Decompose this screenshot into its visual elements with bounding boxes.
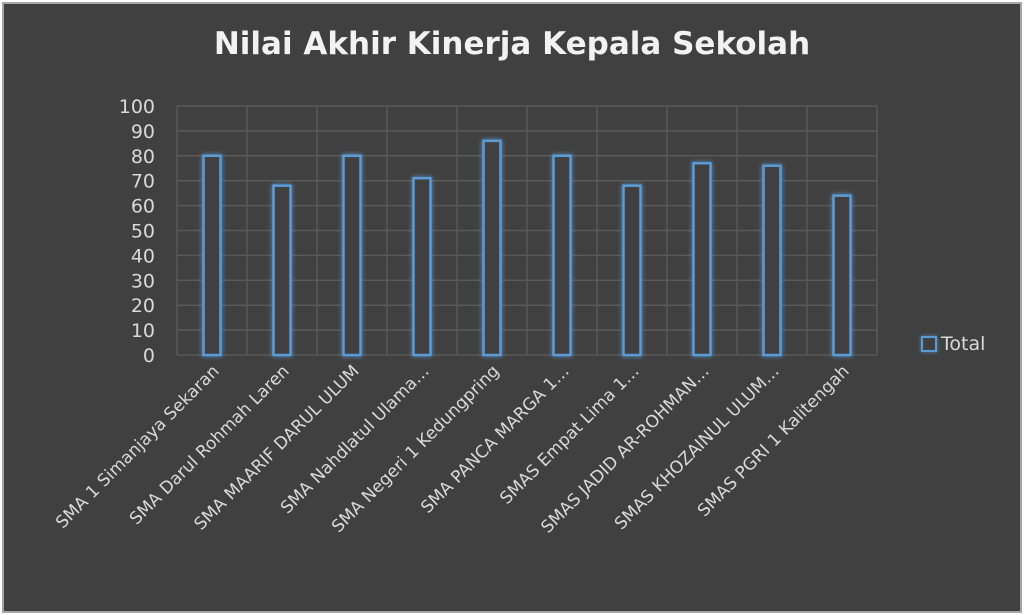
bar [202, 154, 222, 357]
bar [552, 154, 572, 357]
chart-title: Nilai Akhir Kinerja Kepala Sekolah [213, 26, 811, 62]
legend-swatch-total [921, 336, 937, 352]
y-tick-label: 70 [131, 171, 155, 193]
y-tick-label: 60 [131, 196, 155, 218]
bar [342, 154, 362, 357]
legend-label-total: Total [941, 333, 986, 355]
y-tick-label: 40 [131, 245, 155, 267]
y-tick-label: 100 [119, 96, 155, 118]
bar [412, 176, 432, 357]
legend: Total [921, 333, 985, 355]
bar [692, 162, 712, 357]
bar [622, 184, 642, 357]
bar [482, 139, 502, 357]
bar [832, 194, 852, 357]
bar [762, 164, 782, 357]
y-tick-label: 0 [143, 345, 155, 367]
y-tick-label: 20 [131, 295, 155, 317]
bar [272, 184, 292, 357]
y-tick-label: 90 [131, 121, 155, 143]
x-tick-label: SMAS Empat Lima 1… [496, 361, 643, 508]
y-tick-label: 30 [131, 270, 155, 292]
y-tick-label: 10 [131, 320, 155, 342]
y-tick-label: 80 [131, 146, 155, 168]
y-tick-label: 50 [131, 221, 155, 243]
